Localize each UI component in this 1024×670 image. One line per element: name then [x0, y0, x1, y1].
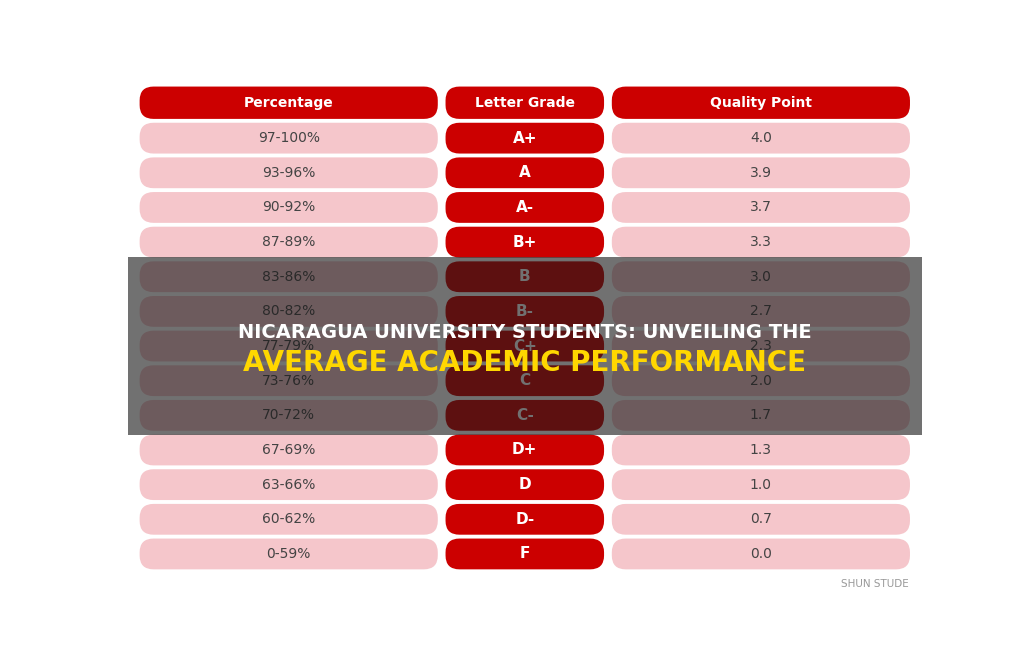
Text: C-: C-: [516, 408, 534, 423]
Text: 3.9: 3.9: [750, 165, 772, 180]
Text: 60-62%: 60-62%: [262, 513, 315, 527]
Text: 87-89%: 87-89%: [262, 235, 315, 249]
FancyBboxPatch shape: [445, 331, 604, 361]
FancyBboxPatch shape: [445, 192, 604, 223]
Text: 4.0: 4.0: [750, 131, 772, 145]
FancyBboxPatch shape: [139, 400, 438, 431]
Text: 3.0: 3.0: [750, 270, 772, 284]
FancyBboxPatch shape: [611, 365, 910, 396]
FancyBboxPatch shape: [611, 261, 910, 292]
FancyBboxPatch shape: [139, 157, 438, 188]
Text: F: F: [519, 547, 530, 561]
Text: 3.3: 3.3: [750, 235, 772, 249]
Text: 83-86%: 83-86%: [262, 270, 315, 284]
FancyBboxPatch shape: [611, 86, 910, 119]
Text: Letter Grade: Letter Grade: [475, 96, 574, 110]
FancyBboxPatch shape: [445, 296, 604, 327]
Text: B: B: [519, 269, 530, 284]
FancyBboxPatch shape: [611, 331, 910, 361]
FancyBboxPatch shape: [445, 504, 604, 535]
Text: 0-59%: 0-59%: [266, 547, 311, 561]
Text: B-: B-: [516, 304, 534, 319]
FancyBboxPatch shape: [139, 539, 438, 570]
FancyBboxPatch shape: [139, 261, 438, 292]
Text: 70-72%: 70-72%: [262, 408, 315, 422]
Text: A-: A-: [516, 200, 534, 215]
Text: 77-79%: 77-79%: [262, 339, 315, 353]
Text: 80-82%: 80-82%: [262, 304, 315, 318]
Bar: [128, 257, 922, 436]
Text: A+: A+: [513, 131, 537, 145]
FancyBboxPatch shape: [445, 157, 604, 188]
FancyBboxPatch shape: [445, 539, 604, 570]
FancyBboxPatch shape: [139, 469, 438, 500]
Text: 2.0: 2.0: [750, 374, 772, 388]
Text: SHUN STUDE: SHUN STUDE: [842, 579, 909, 589]
Text: 90-92%: 90-92%: [262, 200, 315, 214]
Text: Quality Point: Quality Point: [710, 96, 812, 110]
FancyBboxPatch shape: [139, 86, 438, 119]
FancyBboxPatch shape: [139, 365, 438, 396]
FancyBboxPatch shape: [445, 86, 604, 119]
Text: D+: D+: [512, 442, 538, 458]
FancyBboxPatch shape: [445, 365, 604, 396]
Text: D: D: [518, 477, 531, 492]
Text: 0.0: 0.0: [750, 547, 772, 561]
FancyBboxPatch shape: [445, 261, 604, 292]
FancyBboxPatch shape: [139, 331, 438, 361]
FancyBboxPatch shape: [611, 192, 910, 223]
Text: C+: C+: [513, 338, 537, 354]
Text: 1.0: 1.0: [750, 478, 772, 492]
FancyBboxPatch shape: [611, 226, 910, 257]
Text: 3.7: 3.7: [750, 200, 772, 214]
Text: Percentage: Percentage: [244, 96, 334, 110]
FancyBboxPatch shape: [139, 226, 438, 257]
FancyBboxPatch shape: [445, 400, 604, 431]
FancyBboxPatch shape: [611, 157, 910, 188]
Text: B+: B+: [513, 234, 537, 250]
Text: 0.7: 0.7: [750, 513, 772, 527]
FancyBboxPatch shape: [139, 296, 438, 327]
FancyBboxPatch shape: [611, 296, 910, 327]
Text: C: C: [519, 373, 530, 388]
Text: AVERAGE ACADEMIC PERFORMANCE: AVERAGE ACADEMIC PERFORMANCE: [244, 349, 806, 377]
Text: D-: D-: [515, 512, 535, 527]
FancyBboxPatch shape: [445, 469, 604, 500]
Text: 97-100%: 97-100%: [258, 131, 319, 145]
FancyBboxPatch shape: [139, 435, 438, 466]
Text: 1.3: 1.3: [750, 443, 772, 457]
FancyBboxPatch shape: [611, 400, 910, 431]
FancyBboxPatch shape: [445, 226, 604, 257]
FancyBboxPatch shape: [445, 123, 604, 153]
Text: 2.7: 2.7: [750, 304, 772, 318]
Text: 93-96%: 93-96%: [262, 165, 315, 180]
FancyBboxPatch shape: [139, 504, 438, 535]
Text: 73-76%: 73-76%: [262, 374, 315, 388]
FancyBboxPatch shape: [611, 504, 910, 535]
FancyBboxPatch shape: [611, 123, 910, 153]
Text: A: A: [519, 165, 530, 180]
Text: 67-69%: 67-69%: [262, 443, 315, 457]
Text: NICARAGUA UNIVERSITY STUDENTS: UNVEILING THE: NICARAGUA UNIVERSITY STUDENTS: UNVEILING…: [238, 323, 812, 342]
FancyBboxPatch shape: [139, 192, 438, 223]
FancyBboxPatch shape: [611, 435, 910, 466]
Text: 2.3: 2.3: [750, 339, 772, 353]
Text: 63-66%: 63-66%: [262, 478, 315, 492]
FancyBboxPatch shape: [445, 435, 604, 466]
Text: 1.7: 1.7: [750, 408, 772, 422]
FancyBboxPatch shape: [139, 123, 438, 153]
FancyBboxPatch shape: [611, 539, 910, 570]
FancyBboxPatch shape: [611, 469, 910, 500]
